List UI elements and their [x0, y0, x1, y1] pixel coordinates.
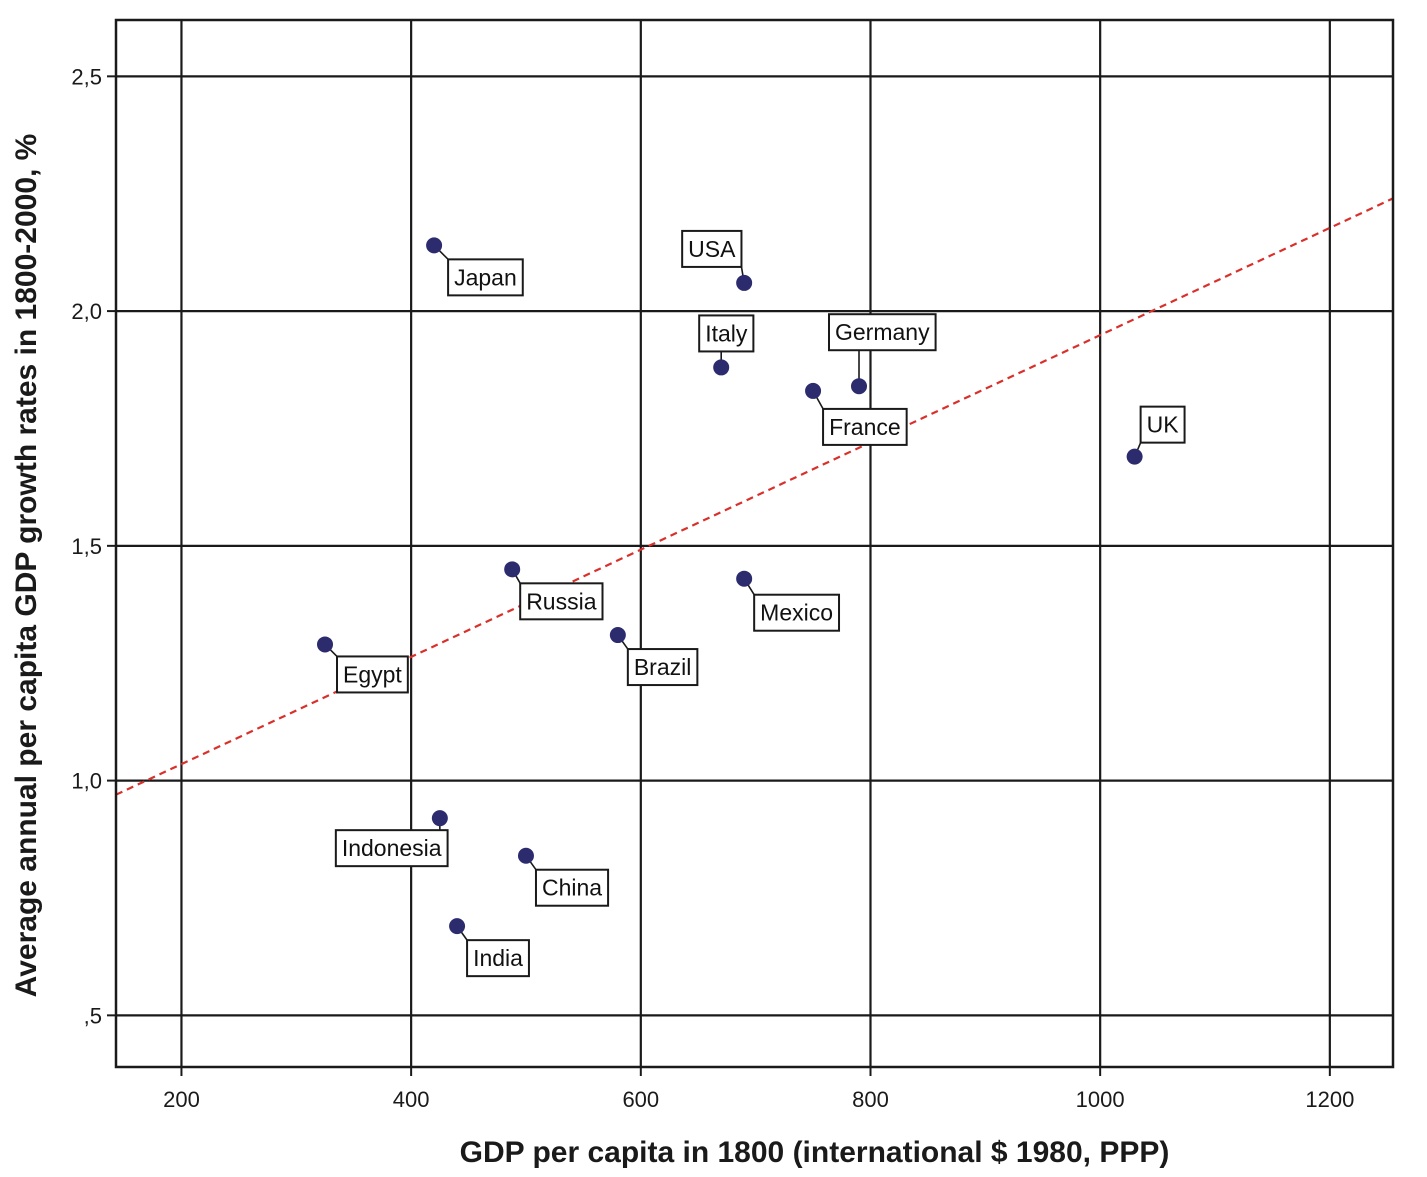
- x-tick-label: 800: [852, 1087, 889, 1112]
- point-label: UK: [1147, 412, 1180, 438]
- x-tick-label: 1200: [1305, 1087, 1354, 1112]
- point-label-box: Mexico: [753, 593, 841, 632]
- data-point: [431, 810, 448, 827]
- point-label-box: India: [466, 939, 530, 978]
- data-point: [736, 570, 753, 587]
- point-label-box: France: [822, 407, 908, 446]
- data-point: [449, 918, 466, 935]
- point-label: Egypt: [343, 661, 402, 687]
- label-box: [753, 593, 841, 632]
- grid: [116, 20, 1393, 1067]
- point-label-box: Germany: [828, 313, 937, 352]
- x-tick-label: 200: [163, 1087, 200, 1112]
- label-box: [534, 868, 610, 907]
- point-label: China: [542, 875, 602, 901]
- point-label-box: UK: [1139, 405, 1186, 444]
- y-axis-title: Average annual per capita GDP growth rat…: [10, 134, 43, 998]
- label-box: [681, 229, 743, 268]
- label-box: [828, 313, 937, 352]
- label-box: [698, 314, 755, 353]
- point-label-box: USA: [681, 229, 743, 268]
- x-axis-title: GDP per capita in 1800 (international $ …: [460, 1136, 1170, 1169]
- data-point: [713, 359, 730, 376]
- point-label-box: Indonesia: [334, 829, 449, 868]
- data-point: [517, 847, 534, 864]
- data-point: [736, 274, 753, 291]
- label-box: [822, 407, 908, 446]
- data-point: [805, 382, 822, 399]
- point-labels: Japan USA Italy Germany France UK Russia Mexico…: [324, 229, 1186, 978]
- y-tick-label: ,5: [84, 1003, 102, 1028]
- label-box: [447, 258, 524, 297]
- data-points: [317, 237, 1143, 935]
- label-box: [519, 582, 604, 621]
- point-label-box: Egypt: [336, 655, 409, 694]
- point-label-box: Brazil: [626, 648, 699, 687]
- x-tick-label: 400: [393, 1087, 430, 1112]
- y-tick-label: 2,0: [71, 299, 102, 324]
- point-label: USA: [688, 236, 736, 262]
- plot-frame: [114, 18, 1395, 1069]
- point-label: Mexico: [760, 600, 833, 626]
- point-label-box: China: [534, 868, 610, 907]
- y-tick-label: 1,0: [71, 769, 102, 794]
- point-label: Japan: [454, 264, 517, 290]
- x-tick-label: 600: [622, 1087, 659, 1112]
- y-tick-label: 1,5: [71, 534, 102, 559]
- point-label: Italy: [705, 320, 748, 346]
- point-label: India: [473, 945, 523, 971]
- data-point: [317, 636, 334, 653]
- label-box: [336, 655, 409, 694]
- point-label: Brazil: [634, 654, 692, 680]
- data-point: [609, 627, 626, 644]
- point-label-box: Russia: [519, 582, 604, 621]
- data-point: [504, 561, 521, 578]
- tick-labels: 200 400 600 800 1000 1200 ,5 1,0 1,5 2,0 2,5: [71, 64, 1354, 1112]
- point-label: Indonesia: [342, 835, 442, 861]
- label-box: [466, 939, 530, 978]
- point-label-box: Japan: [447, 258, 524, 297]
- point-label-box: Italy: [698, 314, 755, 353]
- label-box: [334, 829, 449, 868]
- point-label: Russia: [526, 588, 597, 614]
- point-label: Germany: [835, 319, 930, 345]
- label-box: [1139, 405, 1186, 444]
- point-label: France: [829, 414, 901, 440]
- data-point: [1126, 448, 1143, 465]
- trend-line: [115, 197, 1394, 796]
- x-tick-label: 1000: [1076, 1087, 1125, 1112]
- data-point: [851, 378, 868, 395]
- label-box: [626, 648, 699, 687]
- y-tick-label: 2,5: [71, 64, 102, 89]
- data-point: [426, 237, 443, 254]
